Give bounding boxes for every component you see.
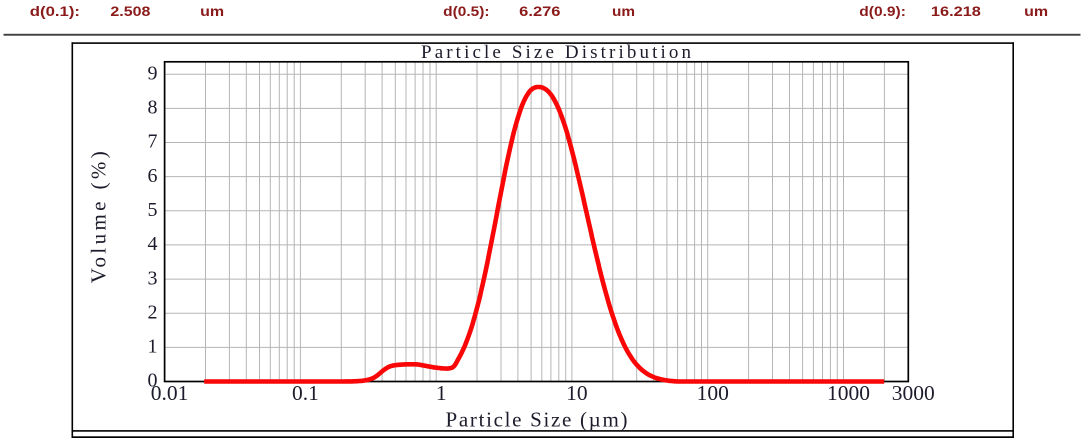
svg-text:3: 3 [148, 267, 158, 289]
svg-text:0.01: 0.01 [151, 381, 189, 405]
svg-text:4: 4 [148, 233, 158, 255]
svg-text:Particle Size (µm): Particle Size (µm) [446, 407, 628, 431]
svg-text:d(0.1):: d(0.1): [30, 4, 80, 19]
svg-text:8: 8 [148, 97, 158, 119]
svg-text:6.276: 6.276 [519, 4, 561, 19]
svg-text:Particle Size Distribution: Particle Size Distribution [421, 42, 692, 63]
svg-text:10: 10 [566, 381, 588, 405]
svg-text:2: 2 [148, 301, 158, 323]
svg-text:7: 7 [148, 131, 158, 153]
svg-text:6: 6 [148, 165, 158, 187]
svg-text:1000: 1000 [827, 381, 870, 405]
svg-text:0: 0 [148, 370, 158, 392]
svg-text:1: 1 [148, 336, 158, 358]
svg-text:1: 1 [436, 381, 447, 405]
svg-text:d(0.5):: d(0.5): [443, 4, 489, 19]
svg-text:um: um [200, 4, 224, 19]
svg-text:um: um [612, 4, 635, 19]
svg-text:3000: 3000 [892, 381, 935, 405]
svg-text:9: 9 [148, 62, 158, 84]
svg-text:2.508: 2.508 [110, 4, 151, 19]
svg-text:0.1: 0.1 [292, 381, 319, 405]
svg-text:d(0.9):: d(0.9): [859, 4, 906, 19]
svg-text:Volume (%): Volume (%) [87, 151, 111, 283]
svg-text:5: 5 [148, 199, 158, 221]
svg-text:um: um [1024, 4, 1048, 19]
svg-text:100: 100 [697, 381, 729, 405]
svg-text:16.218: 16.218 [931, 4, 982, 19]
